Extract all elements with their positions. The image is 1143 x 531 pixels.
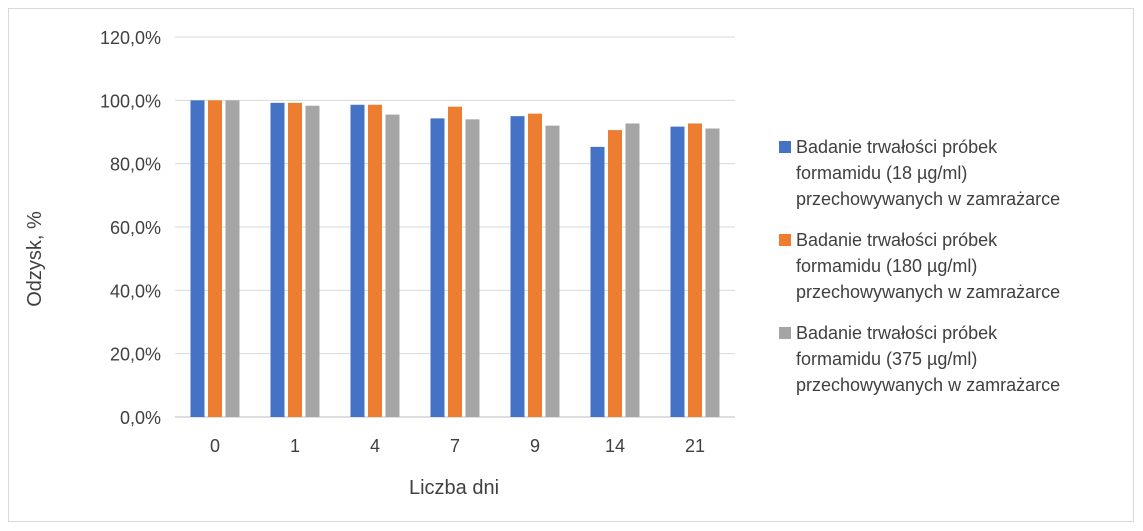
bar-series-3-day-21 — [705, 128, 720, 417]
legend-swatch — [779, 327, 791, 339]
bar-series-2-day-14 — [608, 130, 622, 417]
legend: Badanie trwałości próbek formamidu (18 µg… — [779, 137, 1060, 395]
bar-series-2-day-7 — [448, 106, 462, 418]
y-tick-label: 120,0% — [100, 28, 161, 48]
bar-series-1-day-14 — [590, 146, 605, 417]
bar-series-2-day-4 — [368, 104, 382, 418]
bar-series-1-day-0 — [190, 100, 205, 417]
bar-series-3-day-14 — [625, 123, 640, 417]
bar-series-3-day-0 — [225, 100, 240, 417]
y-axis-tick-labels: 0,0% 20,0% 40,0% 60,0% 80,0% 100,0% 120,0% — [100, 28, 161, 428]
legend-label: Badanie trwałości próbek formamidu (375 µ… — [796, 323, 1060, 395]
y-axis-label: Odzysk, % — [24, 211, 46, 307]
bar-series-3-day-7 — [465, 119, 480, 417]
bar-series-1-day-9 — [510, 116, 525, 418]
bar-series-1-day-7 — [430, 118, 445, 417]
legend-item-1: Badanie trwałości próbek formamidu (18 µg… — [779, 137, 1060, 209]
legend-swatch — [779, 141, 791, 153]
x-tick-label: 7 — [450, 436, 460, 456]
legend-item-3: Badanie trwałości próbek formamidu (375 µ… — [779, 323, 1060, 395]
y-tick-label: 20,0% — [110, 345, 161, 365]
y-tick-label: 80,0% — [110, 155, 161, 175]
x-tick-label: 14 — [605, 436, 625, 456]
x-axis-tick-labels: 0 1 4 7 9 14 21 — [210, 436, 705, 456]
bars — [190, 100, 720, 418]
bar-series-2-day-0 — [208, 100, 222, 417]
x-tick-label: 21 — [685, 436, 705, 456]
bar-series-1-day-21 — [670, 126, 685, 417]
legend-label: Badanie trwałości próbek formamidu (180 µ… — [796, 230, 1060, 302]
x-tick-label: 9 — [530, 436, 540, 456]
bar-series-3-day-1 — [305, 105, 320, 417]
y-tick-label: 60,0% — [110, 218, 161, 238]
x-axis-label: Liczba dni — [409, 477, 499, 499]
bar-series-2-day-21 — [688, 123, 702, 417]
legend-swatch — [779, 234, 791, 246]
bar-series-1-day-1 — [270, 102, 285, 417]
x-tick-label: 4 — [370, 436, 380, 456]
bar-series-2-day-1 — [288, 102, 302, 417]
y-tick-label: 100,0% — [100, 91, 161, 111]
bar-series-2-day-9 — [528, 113, 542, 417]
y-tick-label: 40,0% — [110, 281, 161, 301]
legend-item-2: Badanie trwałości próbek formamidu (180 µ… — [779, 230, 1060, 302]
bar-series-3-day-4 — [385, 114, 400, 417]
x-tick-label: 0 — [210, 436, 220, 456]
x-tick-label: 1 — [290, 436, 300, 456]
bar-series-1-day-4 — [350, 104, 365, 418]
bar-series-3-day-9 — [545, 125, 560, 418]
legend-label: Badanie trwałości próbek formamidu (18 µg… — [796, 137, 1060, 209]
y-tick-label: 0,0% — [120, 408, 161, 428]
